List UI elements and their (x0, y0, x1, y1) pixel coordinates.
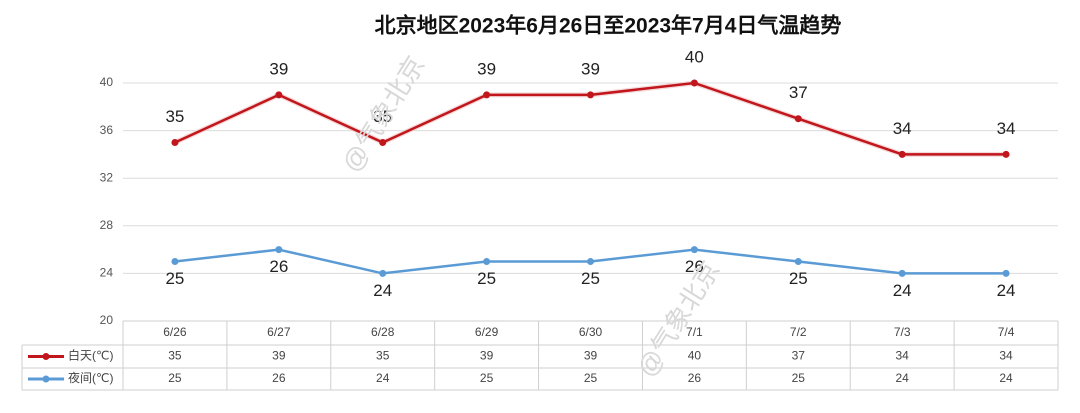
y-tick-label: 24 (100, 266, 114, 280)
point (379, 269, 387, 277)
data-label: 25 (477, 269, 496, 288)
data-label: 26 (269, 257, 288, 276)
point (794, 115, 802, 123)
data-label: 35 (373, 107, 392, 126)
x-tick-label: 6/27 (267, 325, 291, 339)
table-cell: 34 (895, 349, 909, 363)
data-label: 35 (165, 107, 184, 126)
point (690, 246, 698, 254)
point (171, 139, 179, 146)
x-tick-label: 6/30 (579, 325, 603, 339)
point (587, 91, 594, 99)
x-tick-label: 7/2 (790, 325, 807, 339)
data-label: 34 (997, 119, 1016, 138)
table-cell: 25 (480, 371, 494, 385)
table-cell: 24 (999, 371, 1013, 385)
point (171, 258, 179, 265)
x-tick-label: 7/3 (894, 325, 911, 339)
point (483, 258, 491, 265)
point (483, 91, 491, 99)
legend-marker (42, 375, 50, 383)
point (898, 269, 906, 277)
y-tick-label: 36 (100, 123, 114, 137)
table-cell: 26 (272, 371, 286, 385)
x-tick-label: 7/1 (686, 325, 703, 339)
x-tick-label: 6/28 (371, 325, 395, 339)
table-cell: 24 (376, 371, 390, 385)
point (275, 246, 283, 254)
data-label: 25 (789, 269, 808, 288)
data-label: 24 (373, 281, 392, 300)
table-cell: 35 (168, 349, 182, 363)
x-tick-label: 7/4 (998, 325, 1015, 339)
point (1002, 269, 1010, 277)
point (587, 258, 594, 265)
table-cell: 35 (376, 349, 390, 363)
data-label: 34 (893, 119, 912, 138)
chart-title: 北京地区2023年6月26日至2023年7月4日气温趋势 (375, 14, 842, 38)
point (794, 258, 802, 265)
table-cell: 25 (792, 371, 806, 385)
point (898, 150, 906, 158)
y-tick-label: 20 (100, 313, 114, 327)
point (1002, 150, 1010, 158)
table-cell: 40 (688, 349, 702, 363)
data-label: 24 (997, 281, 1016, 300)
data-label: 40 (685, 47, 704, 66)
legend-label: 白天(℃) (68, 348, 113, 363)
table-cell: 25 (584, 371, 598, 385)
point (379, 139, 387, 146)
table-cell: 37 (792, 349, 806, 363)
data-label: 39 (477, 59, 496, 78)
table-cell: 25 (168, 371, 182, 385)
legend-marker (42, 353, 50, 360)
point (275, 91, 283, 99)
y-tick-label: 40 (100, 75, 114, 89)
table-cell: 39 (272, 349, 286, 363)
table-cell: 39 (480, 349, 494, 363)
data-label: 37 (789, 83, 808, 102)
data-label: 39 (581, 59, 600, 78)
table-cell: 39 (584, 349, 598, 363)
y-tick-label: 32 (100, 170, 114, 184)
data-label: 25 (165, 269, 184, 288)
x-tick-label: 6/29 (475, 325, 499, 339)
table-cell: 24 (895, 371, 909, 385)
data-label: 24 (893, 281, 912, 300)
table-cell: 26 (688, 371, 702, 385)
table-cell: 34 (999, 349, 1013, 363)
y-tick-label: 28 (100, 218, 114, 232)
point (690, 79, 698, 87)
x-tick-label: 6/26 (163, 325, 187, 339)
data-label: 26 (685, 257, 704, 276)
data-label: 39 (269, 59, 288, 78)
legend-label: 夜间(℃) (68, 370, 113, 385)
data-label: 25 (581, 269, 600, 288)
